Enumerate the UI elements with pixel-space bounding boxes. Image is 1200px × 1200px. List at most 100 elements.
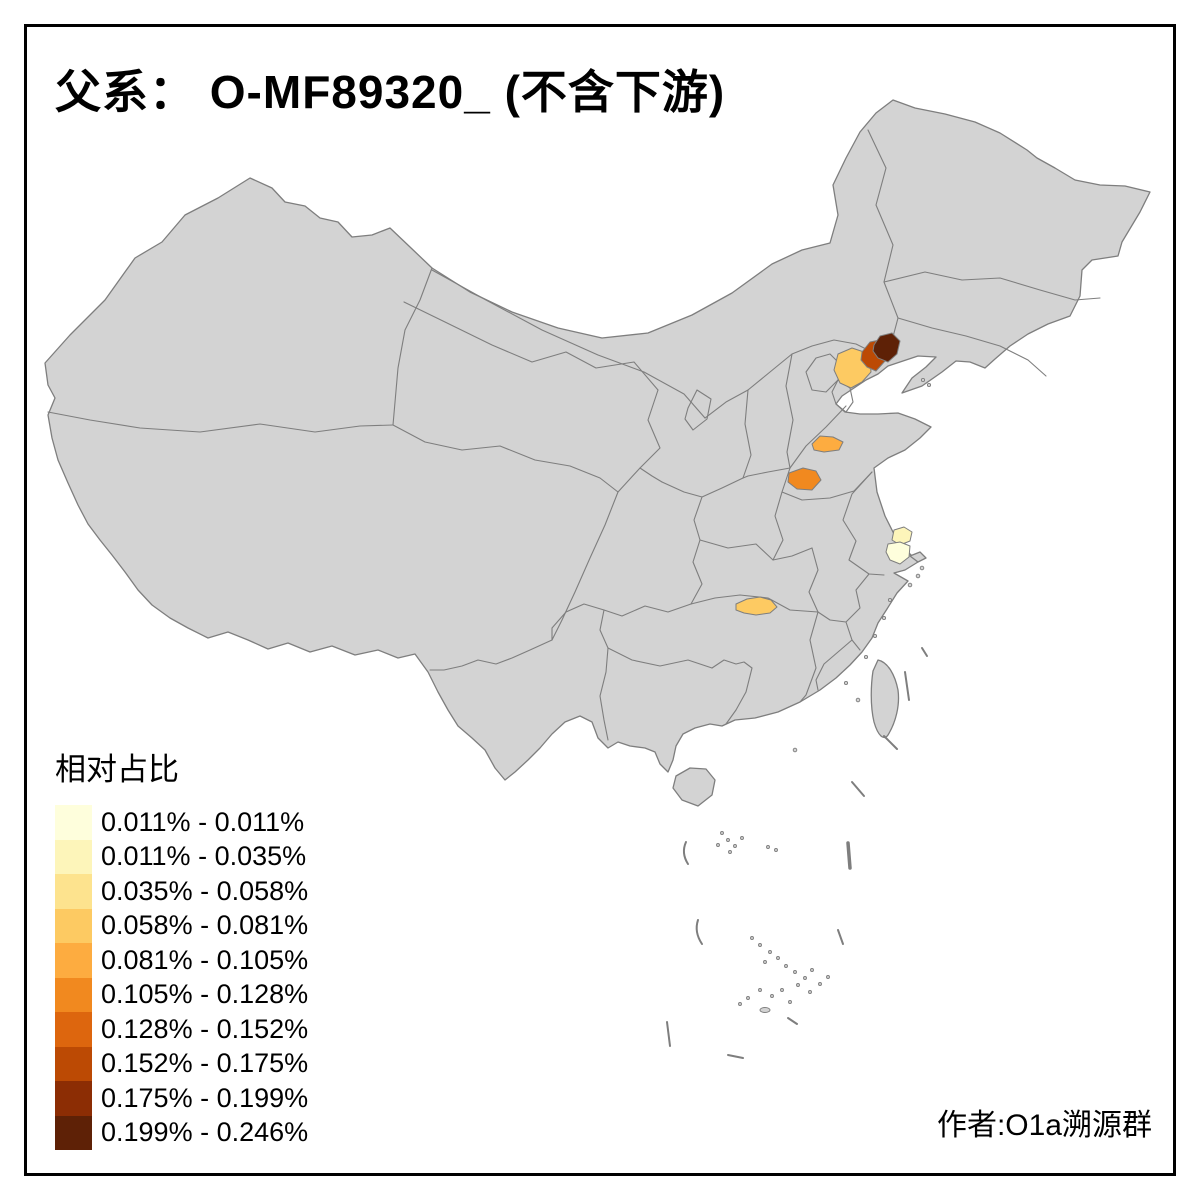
province-border-line: [392, 424, 619, 493]
province-border-line: [690, 539, 703, 605]
province-border-line: [845, 573, 870, 651]
taiwan-island: [870, 659, 900, 739]
island-dot: [803, 976, 807, 980]
island-dot: [843, 680, 849, 686]
island-dot: [728, 850, 732, 854]
province-border-line: [789, 405, 847, 469]
island-dot: [793, 970, 797, 974]
legend-label: 0.081% - 0.105%: [101, 944, 309, 975]
island-dot: [766, 845, 770, 849]
island-dot: [768, 950, 772, 954]
legend-label: 0.105% - 0.128%: [101, 979, 309, 1010]
legend-label: 0.175% - 0.199%: [101, 1082, 309, 1113]
island-dot: [770, 994, 774, 998]
island-dot: [881, 615, 887, 621]
province-border-line: [684, 389, 712, 431]
legend-item: 0.199% - 0.246%: [55, 1115, 309, 1150]
province-border-line: [392, 267, 433, 426]
nine-dash-segment: [851, 781, 865, 797]
nine-dash-segment: [682, 841, 689, 865]
province-border-line: [711, 659, 753, 669]
legend-label: 0.058% - 0.081%: [101, 910, 309, 941]
author-credit: 作者:O1a溯源群: [936, 1109, 1152, 1142]
island-dot: [907, 582, 913, 588]
legend-label: 0.128% - 0.152%: [101, 1013, 309, 1044]
island-dot: [855, 697, 861, 703]
choropleth-region-3: [872, 332, 901, 363]
legend-swatch: [55, 1012, 92, 1047]
island-dot: [915, 573, 921, 579]
legend-label: 0.035% - 0.058%: [101, 875, 309, 906]
province-border-line: [883, 271, 1101, 301]
island-dot: [796, 983, 800, 987]
legend-item: 0.128% - 0.152%: [55, 1012, 308, 1047]
island-dot: [720, 831, 724, 835]
nine-dash-line: [666, 647, 928, 1059]
province-border-line: [799, 611, 819, 703]
nine-dash-segment: [695, 919, 703, 945]
nine-dash-segment: [921, 647, 928, 657]
choropleth-regions: [735, 332, 913, 616]
legend-swatch: [55, 1046, 92, 1081]
island-dot: [808, 990, 812, 994]
south-china-sea-islands: [716, 831, 830, 1013]
legend-item: 0.011% - 0.011%: [55, 805, 308, 840]
legend-label: 0.199% - 0.246%: [101, 1117, 309, 1148]
island-dot: [759, 1007, 771, 1013]
legend-item: 0.081% - 0.105%: [55, 943, 308, 978]
china-mainland: [44, 99, 1151, 781]
legend-swatch: [55, 839, 92, 874]
province-border-line: [699, 539, 813, 561]
nine-dash-segment: [883, 735, 898, 750]
province-border-line: [603, 603, 692, 617]
nine-dash-segment: [846, 841, 852, 870]
chongming-island: [909, 551, 927, 563]
nine-dash-segment: [727, 1054, 744, 1059]
legend-item: 0.011% - 0.035%: [55, 839, 308, 874]
nine-dash-segment: [666, 1021, 671, 1047]
province-border-line: [704, 339, 885, 419]
choropleth-region-6: [891, 526, 913, 546]
province-border-line: [639, 467, 663, 483]
province-border-line: [808, 547, 819, 613]
legend-swatch: [55, 1081, 92, 1116]
legend-swatch: [55, 1115, 92, 1150]
island-dot: [740, 836, 744, 840]
legend-item: 0.152% - 0.175%: [55, 1046, 309, 1081]
legend-swatch: [55, 805, 92, 840]
island-dot: [746, 996, 750, 1000]
nine-dash-segment: [787, 1017, 798, 1025]
legend-swatch: [55, 908, 92, 943]
province-border-line: [815, 639, 853, 691]
island-dot: [872, 633, 878, 639]
island-dot: [810, 968, 814, 972]
province-border-line: [599, 647, 609, 741]
legend-label: 0.152% - 0.175%: [101, 1048, 309, 1079]
island-dot: [919, 565, 925, 571]
province-border-line: [742, 389, 752, 479]
nine-dash-segment: [904, 671, 910, 701]
province-border-line: [693, 496, 703, 541]
province-border-line: [403, 301, 659, 391]
island-dot: [863, 654, 869, 660]
island-dot: [826, 975, 830, 979]
nine-dash-segment: [837, 929, 844, 945]
legend-item: 0.105% - 0.128%: [55, 977, 309, 1012]
island-dot: [780, 988, 784, 992]
province-border-line: [617, 389, 661, 493]
island-dot: [738, 1002, 742, 1006]
island-dot: [776, 956, 780, 960]
legend-swatch: [55, 943, 92, 978]
island-dot: [926, 382, 932, 388]
province-border-line: [897, 317, 1047, 377]
island-dot: [716, 843, 720, 847]
province-border-line: [47, 411, 394, 433]
province-border-line: [429, 639, 553, 671]
island-dot: [763, 960, 767, 964]
island-dot: [792, 747, 798, 753]
island-dot: [887, 597, 893, 603]
island-dot: [920, 377, 926, 383]
island-dot: [758, 943, 762, 947]
